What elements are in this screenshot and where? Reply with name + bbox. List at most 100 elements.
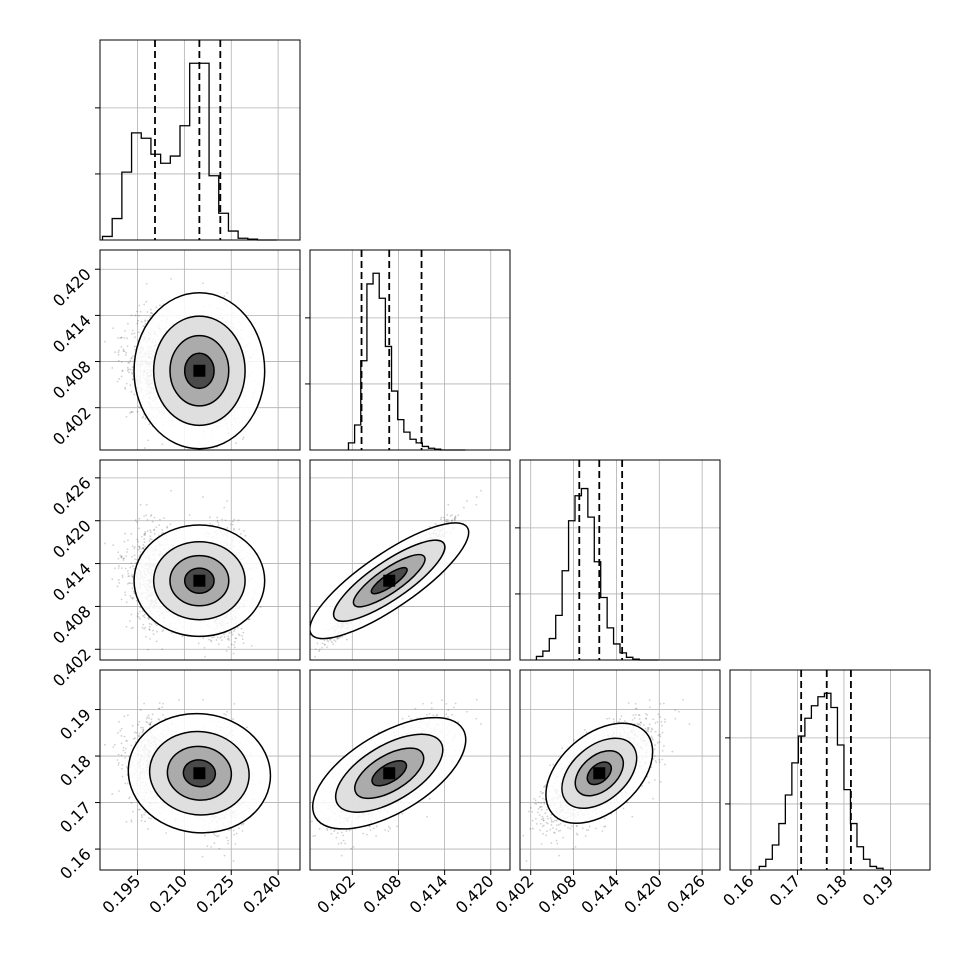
sample-point [242, 638, 244, 640]
sample-point [123, 350, 125, 352]
sample-point [127, 540, 129, 542]
scatter-points-1-0 [104, 278, 265, 477]
sample-point [242, 632, 244, 634]
sample-point [217, 522, 219, 524]
panel-frame [310, 250, 510, 450]
sample-point [137, 613, 139, 615]
sample-point [148, 423, 150, 425]
sample-point [227, 635, 229, 637]
sample-point [136, 521, 138, 523]
sample-point [121, 599, 123, 601]
sample-point [145, 301, 147, 303]
sample-point [133, 332, 135, 334]
sample-point [208, 639, 210, 641]
sample-point [137, 411, 139, 413]
sample-point [155, 526, 157, 528]
sample-point [218, 643, 220, 645]
sample-point [216, 517, 218, 519]
sample-point [241, 635, 243, 637]
sample-point [130, 314, 132, 316]
sample-point [129, 567, 131, 569]
sample-point [124, 594, 126, 596]
sample-point [235, 442, 237, 444]
y-tick-label: 0.408 [49, 357, 95, 403]
sample-point [131, 333, 133, 335]
sample-point [122, 370, 124, 372]
sample-point [218, 524, 220, 526]
sample-point [142, 416, 144, 418]
sample-point [151, 312, 153, 314]
sample-point [137, 541, 139, 543]
sample-point [149, 529, 151, 531]
sample-point [124, 337, 126, 339]
sample-point [230, 454, 232, 456]
sample-point [135, 519, 137, 521]
sample-point [134, 554, 136, 556]
sample-point [134, 546, 136, 548]
histogram-0 [103, 63, 277, 240]
sample-point [147, 649, 149, 651]
sample-point [238, 528, 240, 530]
sample-point [228, 637, 230, 639]
sample-point [139, 407, 141, 409]
sample-point [166, 526, 168, 528]
sample-point [134, 558, 136, 560]
sample-point [127, 345, 129, 347]
sample-point [156, 641, 158, 643]
sample-point [117, 551, 119, 553]
sample-point [127, 367, 129, 369]
sample-point [129, 384, 131, 386]
sample-point [132, 598, 134, 600]
sample-point [243, 642, 245, 644]
histogram-1 [348, 273, 465, 450]
sample-point [147, 439, 149, 441]
sample-point [149, 629, 151, 631]
sample-point [143, 303, 145, 305]
sample-point [126, 601, 128, 603]
sample-point [134, 336, 136, 338]
sample-point [138, 518, 140, 520]
sample-point [209, 523, 211, 525]
sample-point [149, 623, 151, 625]
sample-point [241, 628, 243, 630]
sample-point [132, 366, 134, 368]
sample-point [132, 565, 134, 567]
sample-point [144, 617, 146, 619]
sample-point [138, 331, 140, 333]
sample-point [118, 565, 120, 567]
sample-point [153, 529, 155, 531]
sample-point [118, 378, 120, 380]
sample-point [230, 666, 232, 668]
sample-point [127, 370, 129, 372]
sample-point [125, 354, 127, 356]
sample-point [223, 295, 225, 297]
sample-point [133, 394, 135, 396]
sample-point [234, 641, 236, 643]
sample-point [143, 538, 145, 540]
sample-point [209, 516, 211, 518]
sample-point [132, 545, 134, 547]
sample-point [123, 558, 125, 560]
sample-point [161, 648, 163, 650]
sample-point [147, 519, 149, 521]
sample-point [223, 633, 225, 635]
sample-point [129, 620, 131, 622]
sample-point [152, 521, 154, 523]
sample-point [131, 576, 133, 578]
sample-point [260, 606, 262, 608]
sample-point [170, 490, 172, 492]
sample-point [139, 551, 141, 553]
sample-point [150, 531, 152, 533]
sample-point [118, 360, 120, 362]
sample-point [127, 548, 129, 550]
sample-point [146, 504, 148, 506]
sample-point [131, 391, 133, 393]
sample-point [122, 575, 124, 577]
sample-point [131, 574, 133, 576]
sample-point [123, 559, 125, 561]
sample-point [147, 530, 149, 532]
sample-point [189, 514, 191, 516]
sample-point [152, 630, 154, 632]
